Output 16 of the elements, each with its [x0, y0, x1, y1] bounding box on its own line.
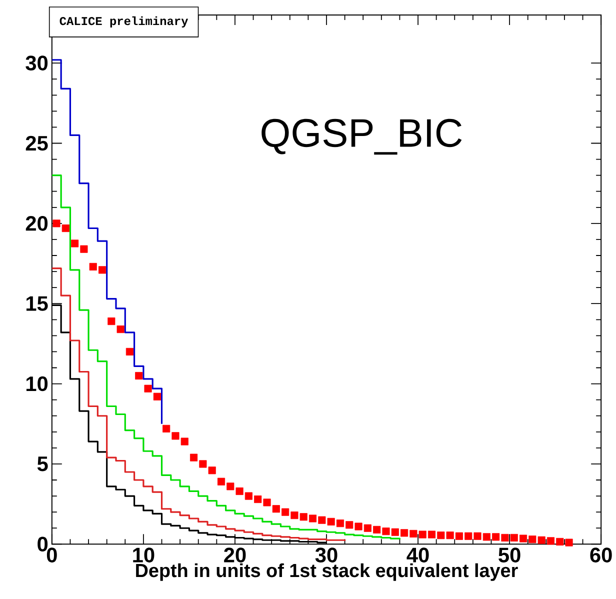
- y-tick-label: 25: [26, 136, 48, 151]
- x-tick-label: 10: [133, 548, 154, 562]
- x-tick-label: 50: [498, 548, 520, 562]
- x-tick-label: 20: [224, 548, 246, 562]
- x-tick-label: 40: [406, 548, 429, 562]
- x-axis-title: Depth in units of 1st stack equivalent layer: [136, 563, 518, 581]
- y-tick-label: 5: [37, 456, 48, 472]
- y-tick-label: 20: [26, 216, 48, 231]
- y-tick-label: 0: [38, 536, 48, 552]
- x-tick-label: 30: [315, 548, 338, 562]
- x-tick-label: 60: [590, 548, 612, 562]
- annotation: QGSP_BIC: [262, 118, 462, 155]
- y-tick-label: 10: [26, 376, 48, 392]
- y-tick-label: 15: [26, 296, 48, 311]
- y-tick-label: 30: [26, 56, 48, 70]
- annotation: CALICE preliminary: [60, 16, 188, 28]
